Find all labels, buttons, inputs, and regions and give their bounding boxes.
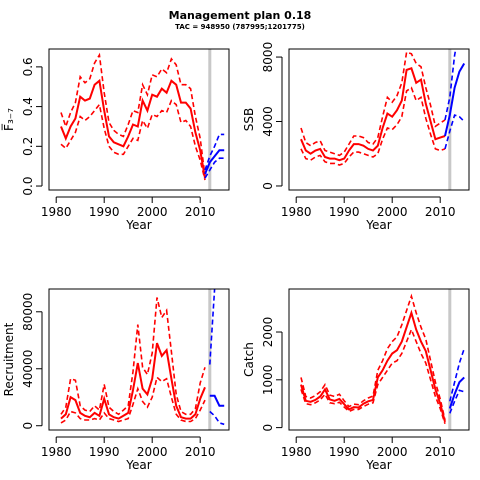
- y-axis-label: F̅₃₋₇: [1, 108, 16, 131]
- plot-area: [60, 289, 225, 430]
- x-tick-label: 1980: [281, 205, 312, 219]
- historic-upper-bound: [60, 52, 206, 177]
- x-tick-label: 2000: [137, 205, 168, 219]
- x-tick-label: 2000: [377, 205, 408, 219]
- panel-recruitment: 1980 1990 2000 2010 Year 0 40000 80000 Recruitme…: [2, 288, 230, 472]
- projection-upper-bound: [444, 49, 457, 121]
- x-tick-label: 1990: [89, 445, 120, 459]
- projection-lower-bound: [449, 389, 465, 414]
- panel-ssb: 1980 1990 2000 2010 Year 0 4000 8000 SSB: [242, 42, 470, 232]
- y-tick-label: 0: [21, 422, 35, 430]
- y-axis-label: Catch: [242, 342, 256, 377]
- y-tick-label: 2000: [261, 317, 275, 348]
- y-axis-label: Recruitment: [2, 322, 16, 396]
- projection-median-line: [448, 376, 465, 409]
- historic-upper-bound: [300, 51, 446, 157]
- y-tick-label: 0.0: [21, 176, 35, 195]
- historic-median-line: [300, 309, 446, 423]
- x-tick-label: 2010: [425, 205, 456, 219]
- x-tick-label: 2000: [377, 445, 408, 459]
- y-tick-label: 80000: [21, 293, 35, 331]
- plot-frame: [48, 48, 230, 191]
- y-tick-label: 0: [261, 182, 275, 190]
- x-axis-label: Year: [125, 458, 151, 472]
- projection-median-line: [444, 62, 466, 137]
- x-tick-label: 2010: [185, 205, 216, 219]
- historic-median-line: [300, 67, 446, 162]
- x-axis-label: Year: [365, 458, 391, 472]
- x-tick-label: 1990: [329, 205, 360, 219]
- y-tick-label: 0.2: [21, 137, 35, 156]
- x-tick-label: 1980: [41, 205, 72, 219]
- y-tick-label: 0.6: [21, 57, 35, 76]
- historic-lower-bound: [60, 99, 206, 181]
- y-tick-label: 0: [261, 424, 275, 432]
- panel-catch: 1980 1990 2000 2010 Year 0 1000 2000 Catch: [242, 288, 470, 472]
- projection-lower-bound: [204, 157, 225, 179]
- x-tick-label: 2010: [185, 445, 216, 459]
- y-tick-label: 1000: [261, 365, 275, 396]
- plot-frame: [288, 48, 470, 191]
- projection-median-line: [209, 394, 225, 407]
- historic-median-line: [60, 78, 206, 179]
- panel-f: 1980 1990 2000 2010 Year 0.0 0.2 0.4 0.6 F̅₃₋₇: [1, 48, 230, 232]
- chart-title: Management plan 0.18: [168, 9, 312, 22]
- plot-area: [300, 49, 466, 190]
- projection-upper-bound: [449, 348, 465, 402]
- plot-area: [300, 289, 465, 430]
- x-tick-label: 2010: [425, 445, 456, 459]
- historic-median-line: [60, 342, 206, 420]
- x-axis-label: Year: [365, 218, 391, 232]
- projection-upper-bound: [209, 289, 216, 365]
- projection-median-line: [204, 149, 225, 175]
- x-tick-label: 1980: [281, 445, 312, 459]
- y-tick-label: 8000: [261, 42, 275, 73]
- historic-lower-bound: [300, 327, 446, 425]
- x-tick-label: 1990: [329, 445, 360, 459]
- plot-frame: [48, 288, 230, 431]
- y-axis-label: SSB: [242, 108, 256, 131]
- x-axis-label: Year: [125, 218, 151, 232]
- y-tick-label: 4000: [261, 106, 275, 137]
- chart-subtitle: TAC = 948950 (787995;1201775): [175, 23, 305, 31]
- x-tick-label: 2000: [137, 445, 168, 459]
- projection-lower-bound: [444, 114, 465, 150]
- projection-upper-bound: [204, 133, 225, 171]
- historic-lower-bound: [300, 86, 446, 166]
- historic-upper-bound: [300, 293, 446, 421]
- plot-area: [60, 49, 225, 190]
- projection-lower-bound: [209, 410, 225, 426]
- plot-frame: [288, 288, 470, 431]
- x-tick-label: 1980: [41, 445, 72, 459]
- y-tick-label: 40000: [21, 350, 35, 388]
- historic-lower-bound: [60, 375, 206, 424]
- y-tick-label: 0.4: [21, 97, 35, 116]
- x-tick-label: 1990: [89, 205, 120, 219]
- historic-upper-bound: [60, 297, 206, 416]
